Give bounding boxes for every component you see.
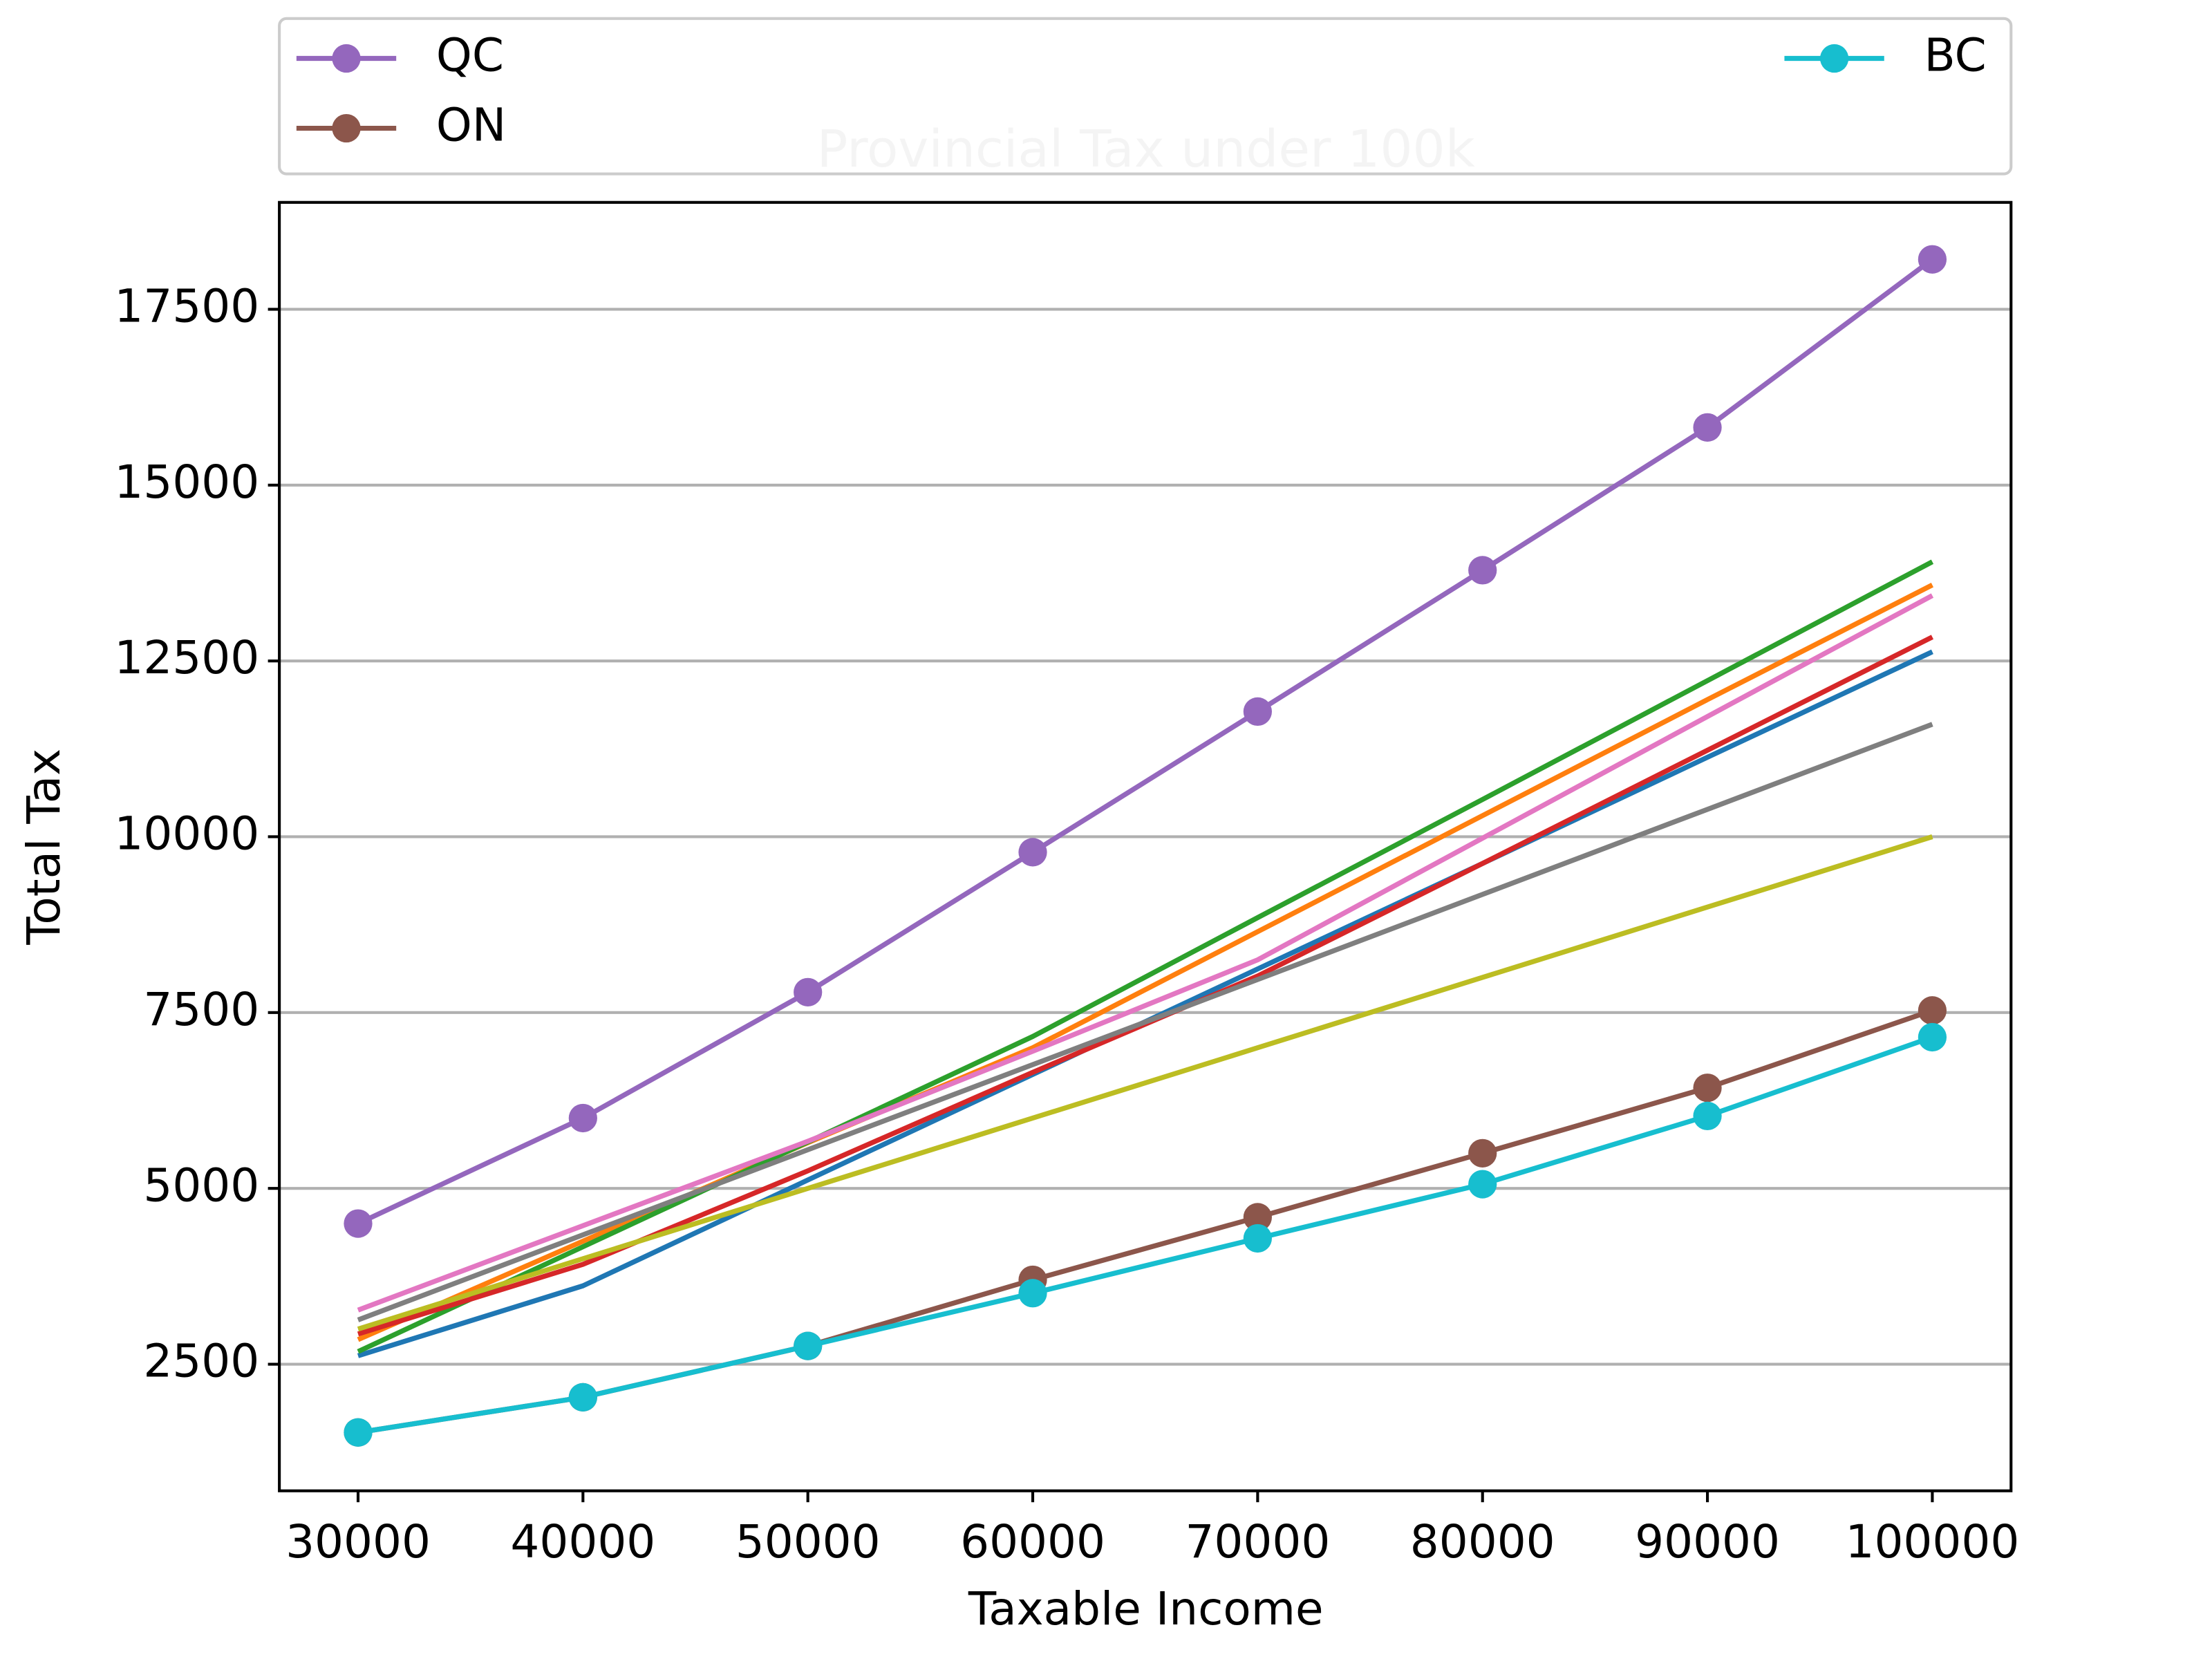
series-line (357, 834, 1933, 1332)
series-line (357, 559, 1934, 1354)
series-line (357, 583, 1934, 1342)
series-line (357, 257, 1934, 1226)
y-tick-label: 7500 (143, 983, 259, 1036)
data-point (1243, 1203, 1272, 1232)
data-point (1693, 413, 1722, 442)
series-line (357, 1035, 1933, 1435)
legend-label: BC (1924, 29, 1987, 82)
x-axis-label: Taxable Income (968, 1582, 1324, 1635)
data-point (1243, 1224, 1272, 1253)
legend-marker (332, 113, 361, 143)
legend-entries: QC ON BC (296, 29, 1987, 152)
x-tick-label: 70000 (1185, 1515, 1330, 1568)
data-point (1918, 996, 1947, 1025)
legend-label: ON (436, 99, 506, 152)
data-point (1918, 1022, 1947, 1052)
data-point (568, 1382, 597, 1412)
x-tick-label: 50000 (735, 1515, 881, 1568)
axes-frame (278, 200, 2013, 1492)
legend-marker (332, 44, 361, 73)
x-tick-label: 40000 (510, 1515, 655, 1568)
x-tick-label: 60000 (960, 1515, 1105, 1568)
data-point (1468, 556, 1497, 585)
grid (279, 308, 2012, 1366)
legend-label: QC (436, 29, 504, 82)
y-tick-label: 10000 (114, 807, 259, 861)
y-tick-label: 15000 (114, 456, 259, 509)
data-point (794, 977, 823, 1006)
series-line (357, 593, 1934, 1313)
series-line (357, 722, 1933, 1322)
data-point (1018, 838, 1047, 867)
x-tick-label: 90000 (1635, 1515, 1780, 1568)
data-point (1468, 1170, 1497, 1199)
data-point (568, 1103, 597, 1133)
data-point (1918, 245, 1947, 274)
x-tick-label: 100000 (1845, 1515, 2019, 1568)
legend-marker (1819, 44, 1849, 73)
data-point (1693, 1074, 1722, 1103)
data-point (1468, 1138, 1497, 1168)
y-tick-label: 17500 (114, 279, 259, 332)
y-tick-label: 5000 (143, 1159, 259, 1212)
x-tick-label: 30000 (285, 1515, 431, 1568)
data-point (1018, 1279, 1047, 1308)
x-tick-label: 80000 (1410, 1515, 1555, 1568)
legend (278, 17, 2013, 176)
y-tick-label: 2500 (143, 1335, 259, 1388)
data-point (344, 1209, 373, 1238)
data-point (1243, 697, 1272, 727)
y-tick-label: 12500 (114, 631, 259, 684)
plot-area (344, 245, 1947, 1447)
data-point (1693, 1101, 1722, 1131)
data-point (794, 1331, 823, 1360)
data-point (344, 1418, 373, 1447)
y-axis-label: Total Tax (17, 749, 71, 946)
